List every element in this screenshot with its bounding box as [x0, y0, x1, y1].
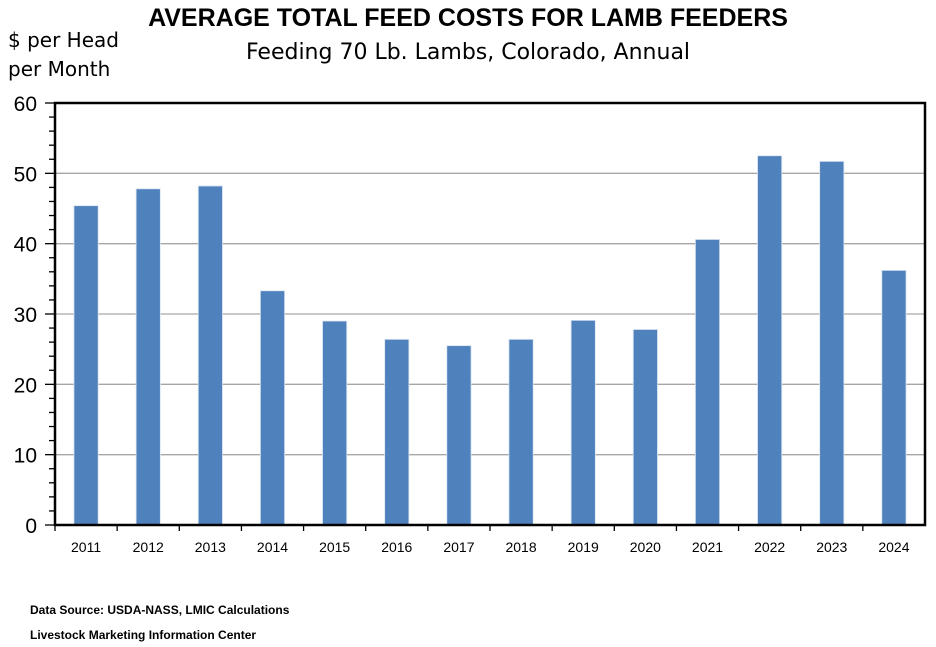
bar-2022: [757, 155, 783, 526]
bar-2016: [384, 338, 410, 526]
data-source-note: Data Source: USDA-NASS, LMIC Calculation…: [30, 603, 290, 617]
bar-2013: [197, 185, 223, 526]
bar-2017: [446, 345, 472, 526]
bar-2021: [694, 239, 721, 526]
y-axis-label-line-2: per Month: [8, 57, 111, 81]
bar-2018: [508, 338, 534, 526]
x-tick-label: 2018: [505, 539, 536, 555]
bar-2020: [632, 329, 658, 526]
organization-note: Livestock Marketing Information Center: [30, 628, 257, 642]
bar-2012: [135, 188, 161, 526]
bar-2015: [322, 320, 348, 526]
x-tick-label: 2021: [692, 539, 723, 555]
bar-2019: [570, 319, 596, 526]
x-tick-label: 2019: [568, 539, 599, 555]
bar-2023: [819, 160, 845, 526]
x-tick-label: 2016: [381, 539, 412, 555]
y-axis-label: $ per Head per Month: [8, 26, 119, 84]
x-tick-label: 2020: [630, 539, 661, 555]
y-axis-label-line-1: $ per Head: [8, 28, 119, 52]
bar-2011: [73, 205, 99, 526]
y-tick-label: 30: [14, 304, 37, 327]
x-tick-label: 2022: [754, 539, 785, 555]
x-tick-label: 2012: [133, 539, 164, 555]
y-tick-label: 10: [14, 445, 37, 468]
y-tick-label: 20: [14, 374, 37, 397]
x-tick-label: 2013: [195, 539, 226, 555]
x-tick-label: 2014: [257, 539, 288, 555]
bar-2014: [259, 290, 286, 526]
x-tick-label: 2023: [816, 539, 847, 555]
bar-2024: [881, 269, 907, 526]
chart-title: AVERAGE TOTAL FEED COSTS FOR LAMB FEEDER…: [148, 4, 788, 32]
y-tick-label: 50: [14, 163, 37, 186]
y-tick-label: 40: [14, 234, 37, 257]
y-tick-label: 0: [25, 515, 37, 538]
x-tick-label: 2015: [319, 539, 350, 555]
x-tick-label: 2011: [71, 539, 101, 555]
chart-subtitle: Feeding 70 Lb. Lambs, Colorado, Annual: [245, 40, 691, 65]
y-tick-label: 60: [14, 93, 37, 116]
plot-area-border: [53, 101, 927, 527]
x-tick-label: 2024: [878, 539, 909, 555]
x-tick-label: 2017: [443, 539, 474, 555]
